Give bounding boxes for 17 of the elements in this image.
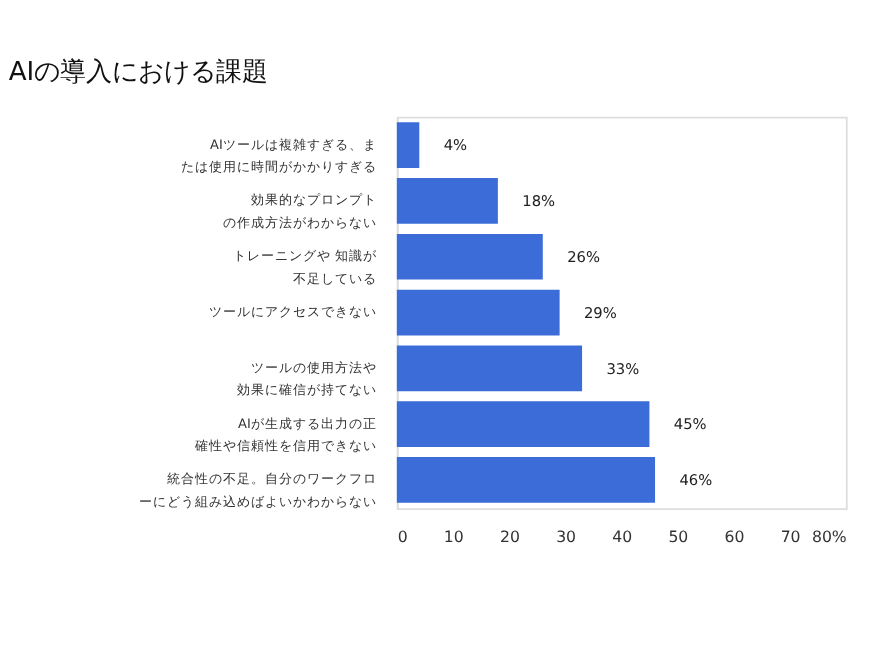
bar xyxy=(396,289,560,336)
bar xyxy=(396,122,420,169)
x-tick-label: 60 xyxy=(724,528,745,547)
bar xyxy=(396,178,498,224)
x-tick-label: 10 xyxy=(443,528,464,547)
x-tick-label: 80% xyxy=(811,528,847,547)
x-tick-label: 20 xyxy=(500,528,520,547)
x-tick-label: 0 xyxy=(397,528,408,547)
bar xyxy=(396,345,583,392)
x-tick-label: 40 xyxy=(612,528,633,547)
x-tick-label: 50 xyxy=(668,528,689,547)
text: AIの導入における課題 xyxy=(8,58,269,89)
x-tick-label: 30 xyxy=(556,528,577,547)
bar xyxy=(396,233,543,280)
x-tick-label: 70 xyxy=(780,528,801,547)
bar xyxy=(396,401,650,447)
bar xyxy=(396,457,656,503)
